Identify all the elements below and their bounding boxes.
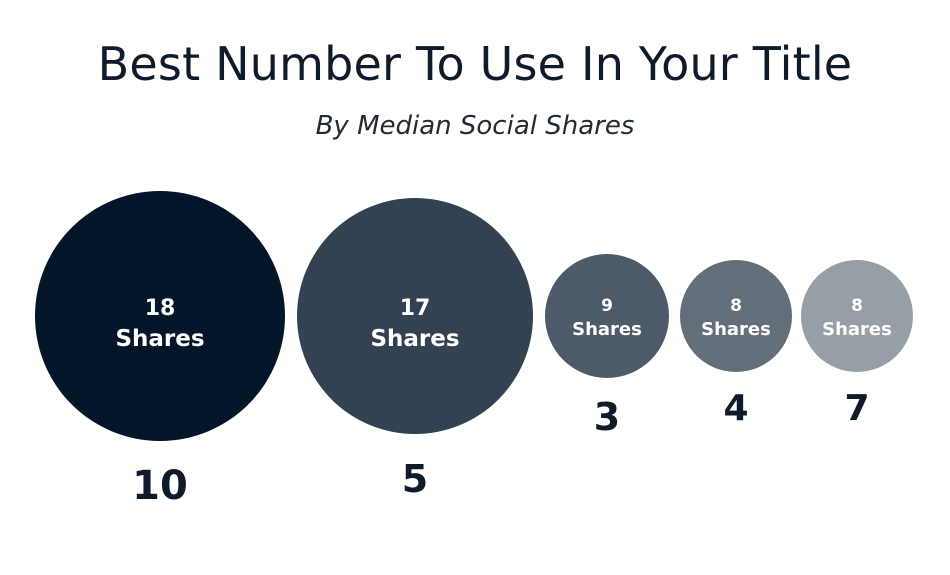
category-label: 4	[723, 388, 748, 429]
bubble-unit-label: Shares	[370, 326, 459, 352]
category-label: 10	[132, 463, 188, 509]
bubble-unit-label: Shares	[701, 319, 771, 340]
bubble-10	[35, 191, 285, 441]
bubble-3	[545, 254, 669, 378]
bubble-value-label: 8	[730, 296, 742, 316]
category-label: 5	[402, 457, 428, 501]
bubble-value-label: 17	[400, 296, 431, 321]
bubble-group: 18 Shares 10 17 Shares 5 9 Shares 3 8 Shares 4 8 Shar…	[35, 191, 913, 509]
bubble-value-label: 8	[851, 296, 863, 316]
bubble-4	[680, 260, 792, 372]
bubble-5	[297, 198, 533, 434]
chart-subtitle: By Median Social Shares	[315, 111, 635, 141]
category-label: 7	[844, 388, 869, 429]
chart-title: Best Number To Use In Your Title	[97, 37, 853, 91]
bubble-unit-label: Shares	[115, 326, 204, 352]
bubble-unit-label: Shares	[822, 319, 892, 340]
category-label: 3	[594, 395, 620, 439]
bubble-unit-label: Shares	[572, 319, 642, 340]
bubble-7	[801, 260, 913, 372]
bubble-value-label: 9	[601, 296, 613, 316]
bubble-value-label: 18	[145, 296, 176, 321]
